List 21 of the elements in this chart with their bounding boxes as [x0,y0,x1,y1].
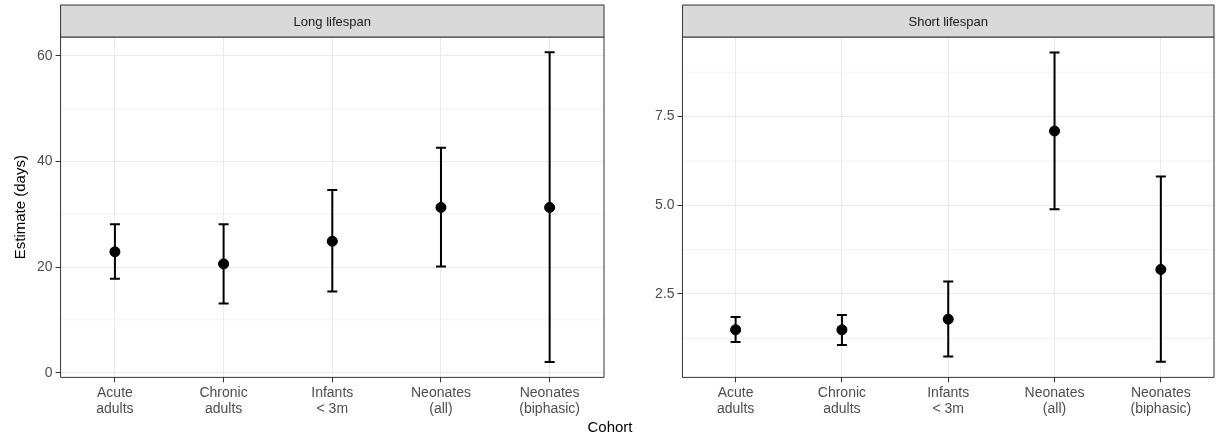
y-tick-label: 40 [36,152,53,169]
y-tick-label: 5.0 [654,196,675,213]
x-tick-label: Infants < 3m [927,383,970,417]
y-tick-label: 60 [36,46,53,63]
x-tick-label: Neonates (all) [411,383,471,417]
y-axis-title: Estimate (days) [11,155,29,260]
x-axis-title: Cohort [586,418,634,435]
x-tick-label: Chronic adults [199,383,248,417]
x-tick-label: Neonates (biphasic) [519,383,581,417]
chart-title: Long lifespan [293,13,371,29]
x-tick-label: Infants < 3m [311,383,354,417]
chart-title: Short lifespan [908,13,988,29]
y-tick-label: 20 [36,257,53,274]
x-tick-label: Chronic adults [817,383,867,417]
x-tick-label: Acute adults [96,383,134,417]
x-tick-label: Neonates (all) [1024,383,1085,417]
y-tick-label: 7.5 [654,107,675,124]
y-tick-label: 0 [44,363,53,380]
y-tick-label: 2.5 [654,284,675,301]
x-tick-label: Acute adults [716,383,755,417]
x-tick-label: Neonates (biphasic) [1130,383,1192,417]
